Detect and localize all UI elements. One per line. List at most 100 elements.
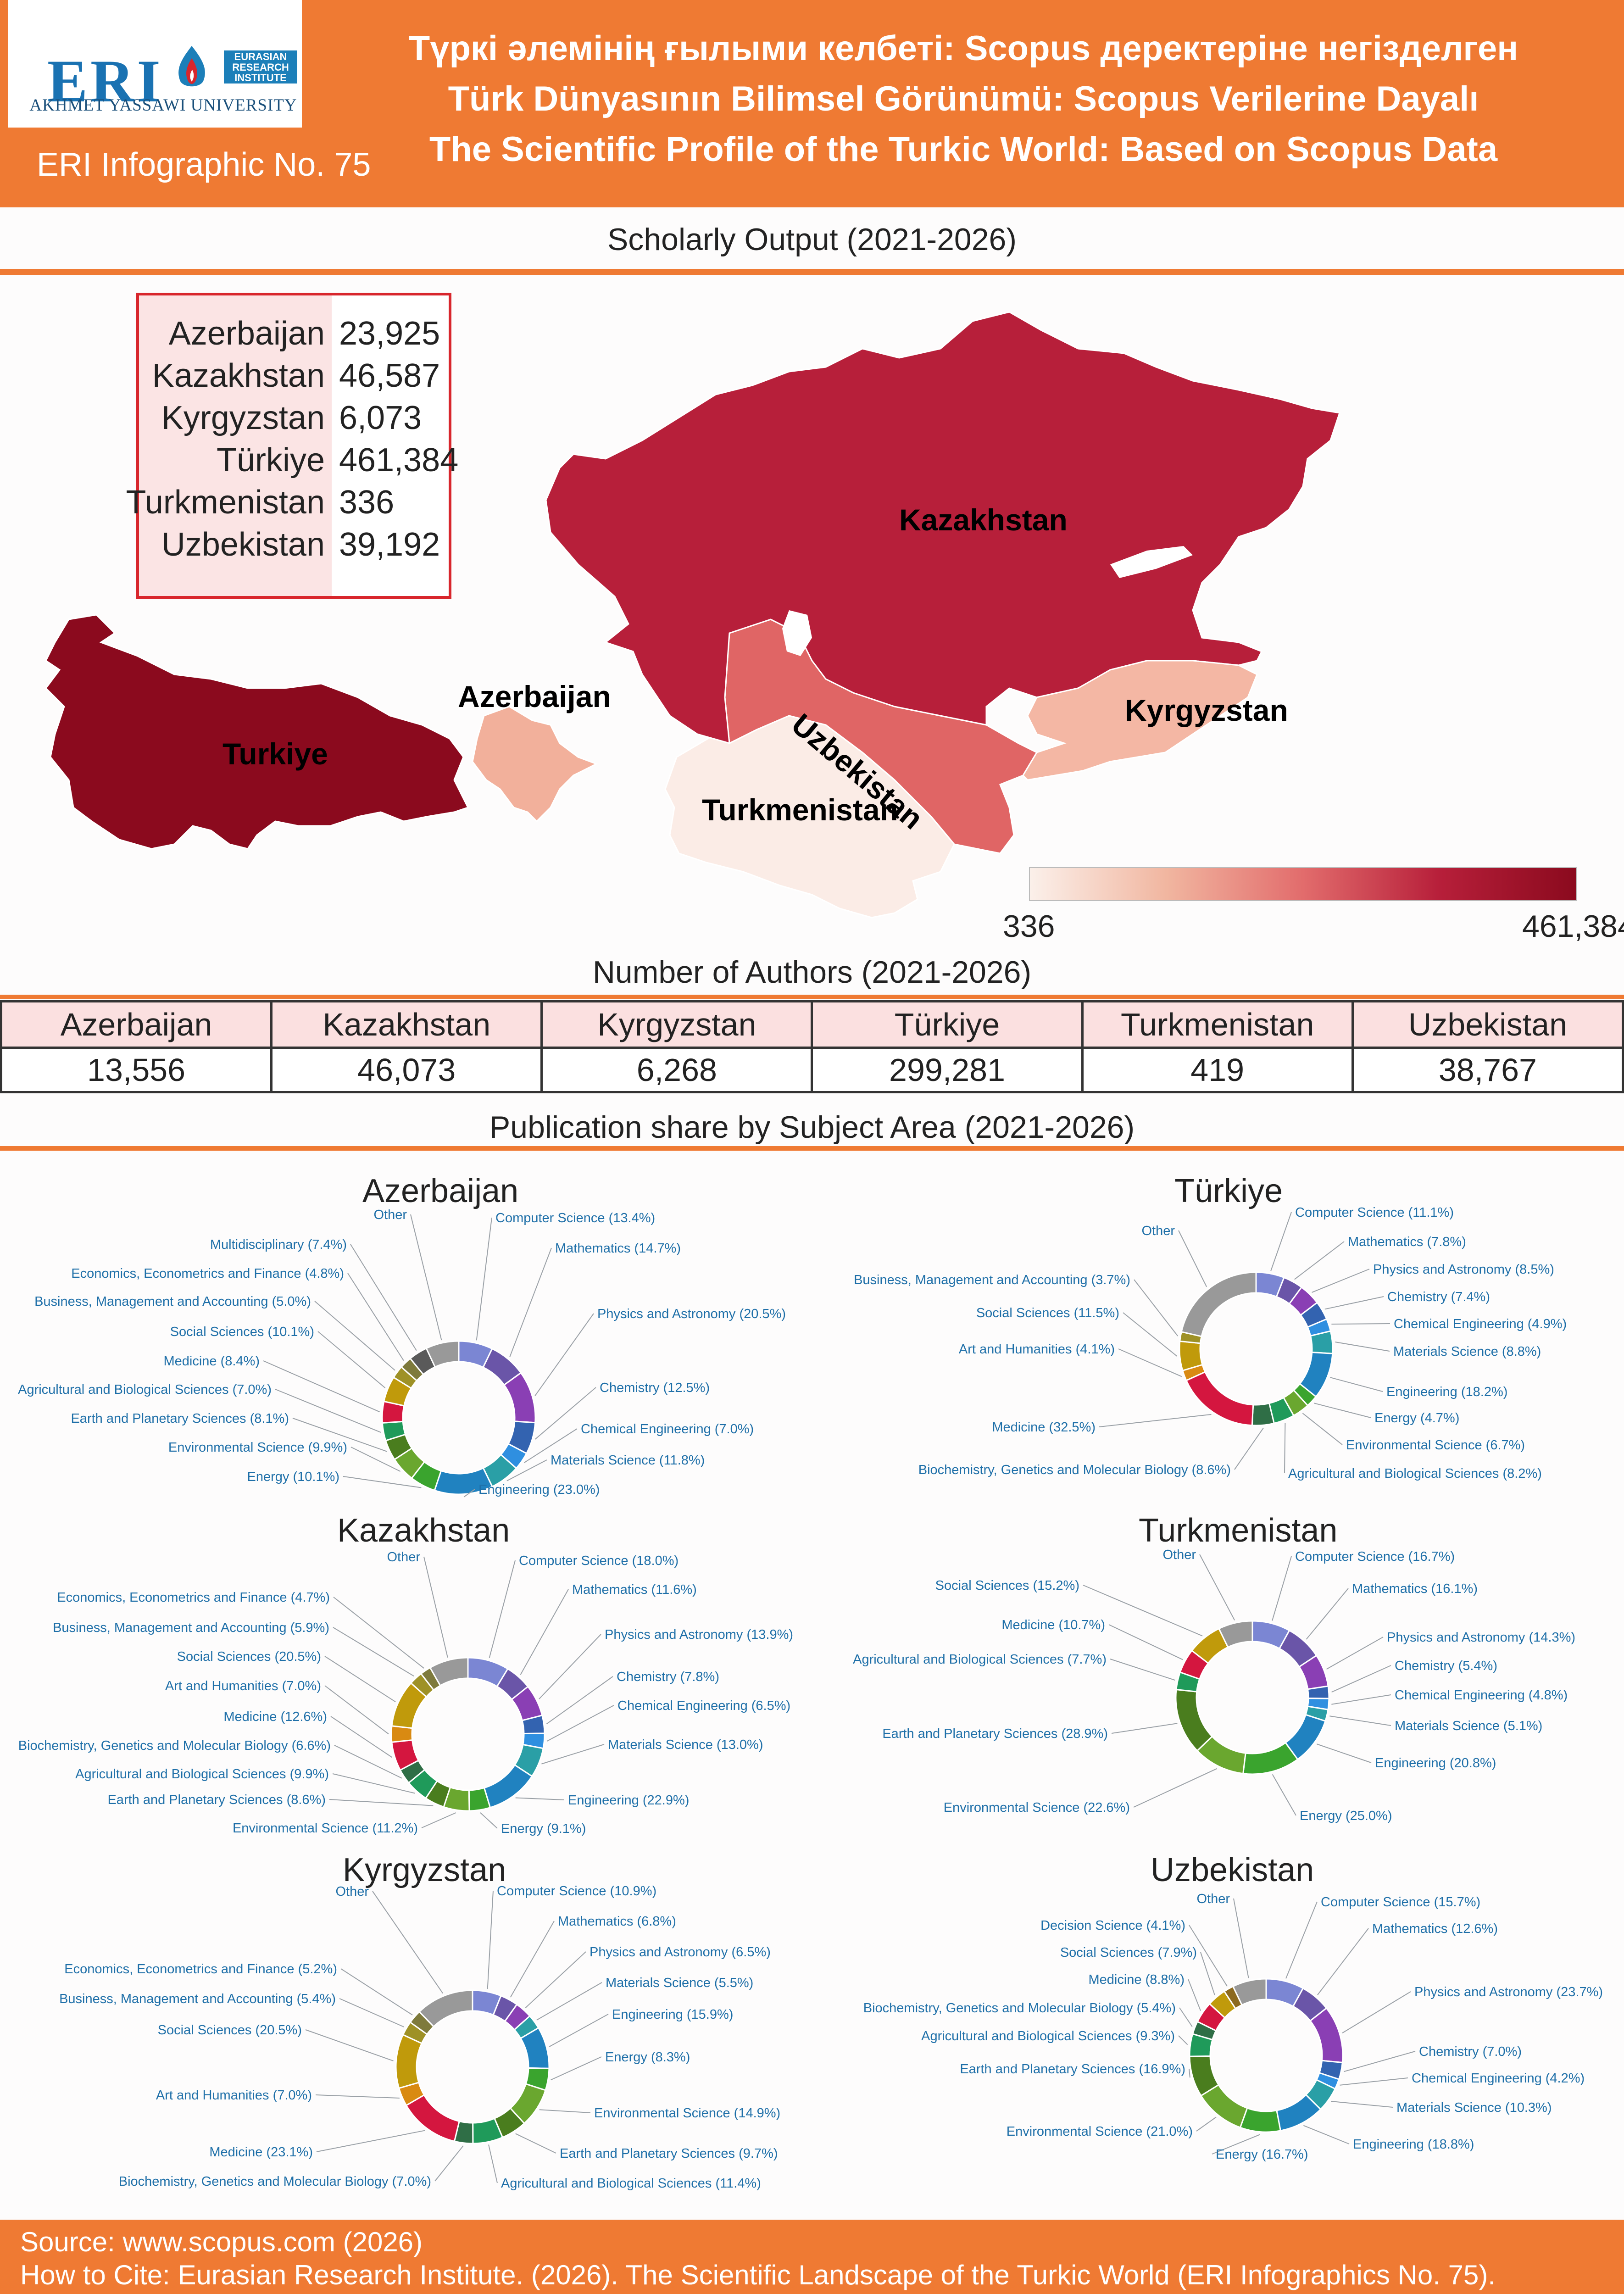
donut-slice-label: Engineering (18.2%) bbox=[1386, 1385, 1507, 1399]
authors-title: Number of Authors (2021-2026) bbox=[592, 955, 1032, 990]
donut-leader-line bbox=[539, 1634, 601, 1699]
subject-share-title: Publication share by Subject Area (2021-… bbox=[489, 1110, 1135, 1145]
donut-slice-label: Energy (25.0%) bbox=[1300, 1809, 1392, 1823]
donut-slice-label: Environmental Science (21.0%) bbox=[1007, 2124, 1193, 2139]
donut-slice bbox=[1180, 1271, 1257, 1337]
donut-leader-line bbox=[1303, 2125, 1350, 2144]
donut-title: Azerbaijan bbox=[362, 1173, 519, 1209]
donut-leader-line bbox=[1123, 1312, 1178, 1357]
footer: Source: www.scopus.com (2026) How to Cit… bbox=[0, 2220, 1624, 2294]
donut-leader-line bbox=[534, 1387, 596, 1440]
donut-slice-label: Computer Science (10.9%) bbox=[497, 1884, 656, 1899]
legend-min-value: 336 bbox=[1003, 909, 1055, 944]
donut-slice-label: Physics and Astronomy (23.7%) bbox=[1414, 1985, 1603, 1999]
donut-slice-label: Earth and Planetary Sciences (9.7%) bbox=[560, 2146, 778, 2161]
output-row: Türkiye 461,384 bbox=[139, 441, 458, 484]
logo-university: AKHMET YASSAWI UNIVERSITY bbox=[29, 96, 297, 115]
donut-title: Kazakhstan bbox=[337, 1512, 510, 1549]
logo-institute-band: EURASIAN RESEARCH INSTITUTE bbox=[224, 50, 297, 84]
output-value: 23,925 bbox=[339, 315, 440, 352]
map-kyrgyzstan bbox=[1022, 660, 1258, 781]
donut-slice bbox=[1232, 1978, 1267, 2006]
donut-leader-line bbox=[525, 1951, 586, 2008]
map-azerbaijan bbox=[472, 706, 598, 823]
output-country: Uzbekistan bbox=[161, 526, 325, 563]
donut-slice-label: Mathematics (11.6%) bbox=[572, 1582, 697, 1597]
donut-slice bbox=[425, 1340, 460, 1368]
donut-leader-line bbox=[1118, 1348, 1182, 1377]
donut-leader-line bbox=[1189, 2068, 1190, 2078]
donut-slice-label: Materials Science (8.8%) bbox=[1393, 1344, 1541, 1359]
donut-title: Turkmenistan bbox=[1139, 1512, 1338, 1549]
country-name-column bbox=[139, 295, 332, 596]
donut-leader-line bbox=[546, 1705, 614, 1742]
title-kazakh: Түркі әлемінің ғылыми келбеті: Scopus де… bbox=[408, 29, 1518, 68]
logo-initials: ERI bbox=[47, 47, 163, 115]
donut-leader-line bbox=[515, 2133, 556, 2154]
donut-leader-line bbox=[333, 1627, 414, 1677]
donut-leader-line bbox=[339, 1998, 404, 2027]
donut-slice-label: Materials Science (11.8%) bbox=[551, 1453, 705, 1468]
map-label-turkmenistan: Turkmenistan bbox=[702, 793, 898, 827]
donut-slice-label: Biochemistry, Genetics and Molecular Bio… bbox=[918, 1463, 1231, 1477]
donut-leader-line bbox=[520, 1589, 569, 1675]
map-label-azerbaijan: Azerbaijan bbox=[458, 679, 611, 713]
map-turkiye bbox=[45, 614, 469, 850]
donut-leader-line bbox=[1234, 1427, 1264, 1470]
donut-slice-label: Engineering (18.8%) bbox=[1353, 2137, 1474, 2152]
donut-leader-line bbox=[1326, 1637, 1384, 1670]
donut-slice-label: Multidisciplinary (7.4%) bbox=[210, 1237, 347, 1252]
donut-leader-line bbox=[275, 1389, 381, 1433]
donut-leader-line bbox=[317, 1331, 386, 1388]
scholarly-output-table: Azerbaijan 23,925 Kazakhstan 46,587 Kyrgyzst… bbox=[126, 293, 458, 599]
donut-slice-label: Other bbox=[1141, 1224, 1175, 1238]
donut-slice bbox=[395, 2033, 423, 2089]
donut-slice-label: Agricultural and Biological Sciences (9.… bbox=[75, 1767, 329, 1782]
donut-leader-line bbox=[1083, 1585, 1203, 1637]
output-country: Azerbaijan bbox=[168, 315, 325, 352]
donut-slice-label: Materials Science (5.5%) bbox=[606, 1976, 753, 1990]
donut-leader-line bbox=[324, 1656, 396, 1703]
donut-slice-label: Chemical Engineering (4.2%) bbox=[1412, 2071, 1585, 2086]
section-divider bbox=[0, 995, 1624, 999]
donut-slice-label: Business, Management and Accounting (3.7… bbox=[854, 1273, 1130, 1287]
eri-logo: ERI EURASIAN RESEARCH INSTITUTE AKHMET Y… bbox=[8, 0, 302, 128]
donut-leader-line bbox=[1294, 1241, 1345, 1280]
donut-leader-line bbox=[423, 1556, 448, 1658]
donut-leader-line bbox=[1099, 1414, 1212, 1427]
footer-source: Source: www.scopus.com (2026) bbox=[20, 2227, 423, 2257]
donut-slice-label: Engineering (15.9%) bbox=[612, 2007, 733, 2022]
donut-leader-line bbox=[1330, 1377, 1383, 1392]
donut-slice-label: Agricultural and Biological Sciences (7.… bbox=[18, 1382, 272, 1397]
title-english: The Scientific Profile of the Turkic Wor… bbox=[429, 130, 1498, 169]
donut-slice-label: Medicine (12.6%) bbox=[223, 1709, 327, 1724]
donut-slice-label: Business, Management and Accounting (5.4… bbox=[59, 1992, 336, 2006]
donut-leader-line bbox=[1200, 1952, 1215, 1995]
donut-leader-line bbox=[1285, 1901, 1318, 1979]
donut-slice bbox=[429, 1657, 469, 1687]
donut-leader-line bbox=[480, 1812, 498, 1829]
output-value: 6,073 bbox=[339, 400, 422, 436]
authors-country-cell: Kyrgyzstan bbox=[540, 1000, 813, 1049]
donut-leader-line bbox=[510, 1921, 555, 1998]
donut-slice-label: Other bbox=[373, 1208, 407, 1222]
donut-slice-label: Medicine (8.8%) bbox=[1088, 1972, 1185, 1987]
color-scale-legend bbox=[1029, 867, 1577, 901]
turkic-world-map bbox=[45, 311, 1340, 919]
flame-icon bbox=[178, 46, 205, 87]
donut-slice-label: Chemical Engineering (4.8%) bbox=[1395, 1688, 1568, 1703]
output-value: 336 bbox=[339, 484, 395, 521]
donut-slice-label: Art and Humanities (7.0%) bbox=[156, 2088, 312, 2103]
donut-slice-label: Chemistry (7.4%) bbox=[1387, 1290, 1490, 1304]
authors-value-cell: 46,073 bbox=[270, 1047, 543, 1093]
donut-leader-line bbox=[1331, 2100, 1393, 2108]
donut-slice-label: Agricultural and Biological Sciences (11… bbox=[501, 2176, 761, 2191]
donut-slice-label: Economics, Econometrics and Finance (4.7… bbox=[57, 1590, 330, 1605]
output-country: Kyrgyzstan bbox=[161, 400, 325, 436]
donut-leader-line bbox=[551, 2056, 602, 2081]
donut-slice-label: Chemistry (5.4%) bbox=[1395, 1659, 1497, 1673]
donut-slice-label: Biochemistry, Genetics and Molecular Bio… bbox=[863, 2001, 1176, 2016]
donut-slice-label: Energy (8.3%) bbox=[605, 2050, 690, 2065]
authors-country-cell: Kazakhstan bbox=[270, 1000, 543, 1049]
donut-slice-label: Agricultural and Biological Sciences (9.… bbox=[921, 2029, 1175, 2043]
